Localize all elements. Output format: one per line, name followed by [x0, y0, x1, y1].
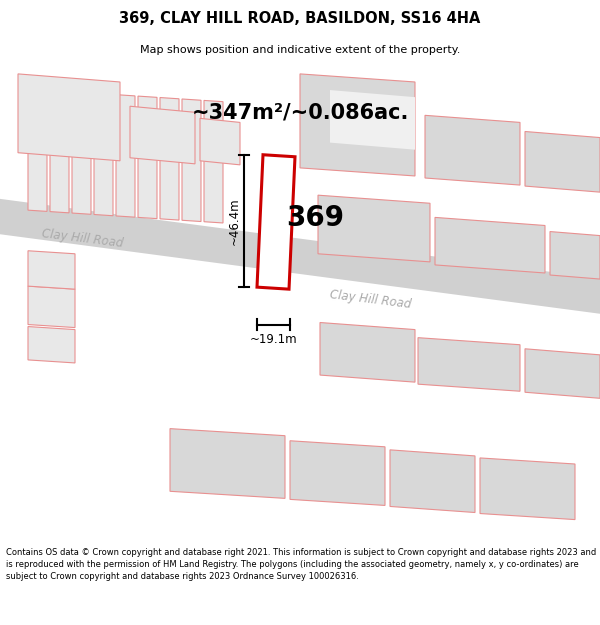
- Text: Map shows position and indicative extent of the property.: Map shows position and indicative extent…: [140, 44, 460, 54]
- Polygon shape: [525, 131, 600, 192]
- Polygon shape: [257, 155, 295, 289]
- Polygon shape: [116, 94, 135, 217]
- Polygon shape: [204, 101, 223, 223]
- Polygon shape: [320, 322, 415, 382]
- Polygon shape: [170, 429, 285, 498]
- Polygon shape: [18, 74, 120, 161]
- Polygon shape: [330, 90, 415, 150]
- Text: ~46.4m: ~46.4m: [227, 197, 241, 245]
- Text: 369, CLAY HILL ROAD, BASILDON, SS16 4HA: 369, CLAY HILL ROAD, BASILDON, SS16 4HA: [119, 11, 481, 26]
- Polygon shape: [435, 217, 545, 273]
- Polygon shape: [160, 98, 179, 220]
- Polygon shape: [28, 286, 75, 328]
- Text: 369: 369: [286, 204, 344, 232]
- Polygon shape: [50, 91, 69, 213]
- Text: ~19.1m: ~19.1m: [250, 333, 298, 346]
- Polygon shape: [200, 118, 240, 165]
- Polygon shape: [318, 195, 430, 262]
- Polygon shape: [290, 441, 385, 506]
- Polygon shape: [130, 106, 195, 164]
- Polygon shape: [28, 89, 47, 211]
- Polygon shape: [94, 93, 113, 216]
- Polygon shape: [425, 116, 520, 185]
- Polygon shape: [182, 99, 201, 221]
- Text: Clay Hill Road: Clay Hill Road: [41, 227, 124, 250]
- Text: ~347m²/~0.086ac.: ~347m²/~0.086ac.: [191, 102, 409, 122]
- Polygon shape: [480, 458, 575, 519]
- Polygon shape: [28, 251, 75, 289]
- Polygon shape: [418, 338, 520, 391]
- Polygon shape: [28, 326, 75, 363]
- Polygon shape: [390, 450, 475, 512]
- Polygon shape: [138, 96, 157, 219]
- Polygon shape: [550, 231, 600, 279]
- Polygon shape: [0, 198, 600, 314]
- Polygon shape: [525, 349, 600, 398]
- Polygon shape: [300, 74, 415, 176]
- Polygon shape: [72, 92, 91, 214]
- Text: Contains OS data © Crown copyright and database right 2021. This information is : Contains OS data © Crown copyright and d…: [6, 549, 596, 581]
- Text: Clay Hill Road: Clay Hill Road: [329, 288, 412, 311]
